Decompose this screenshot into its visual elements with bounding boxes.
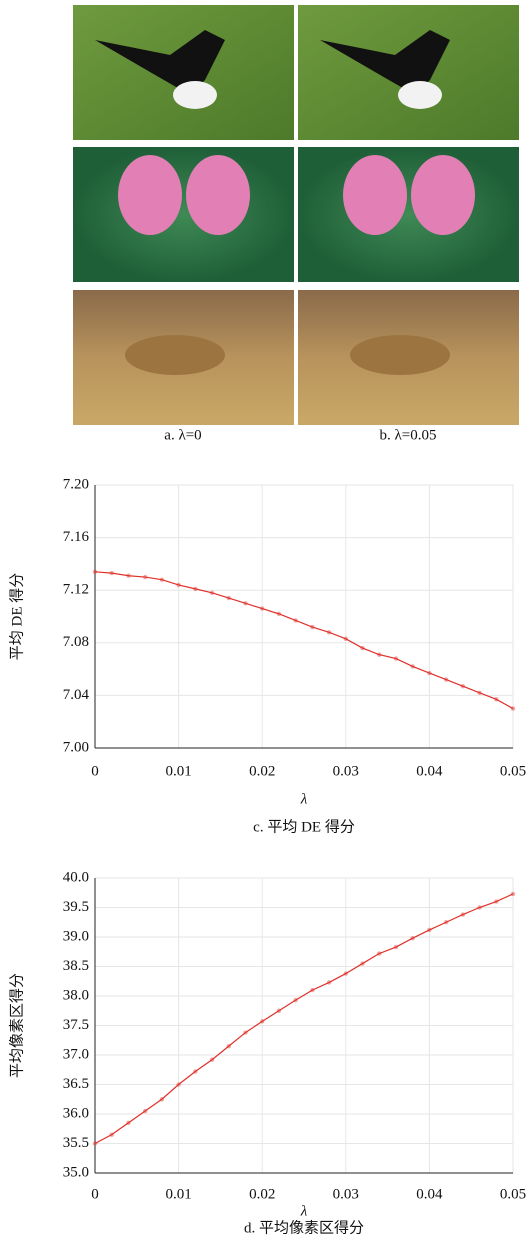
x-tick-label: 0.04 — [416, 763, 443, 779]
data-point — [477, 690, 482, 695]
data-point — [109, 1132, 114, 1137]
x-axis-label: λ — [300, 791, 308, 807]
photo-bird — [73, 5, 519, 140]
chart-caption: d. 平均像素区得分 — [244, 1219, 364, 1236]
data-point — [159, 1097, 165, 1102]
x-tick-label: 0.01 — [165, 763, 191, 779]
data-point — [443, 677, 449, 682]
data-point — [460, 683, 466, 689]
y-tick-label: 39.0 — [63, 928, 89, 944]
x-tick-label: 0 — [91, 763, 99, 779]
data-point — [226, 595, 231, 601]
y-tick-label: 35.5 — [63, 1135, 89, 1151]
data-point — [92, 1141, 98, 1146]
photo-grid: a. λ=0 b. λ=0.05 — [73, 5, 519, 443]
data-point — [126, 573, 131, 578]
data-point — [310, 624, 315, 630]
data-point — [193, 586, 198, 592]
data-point — [193, 1069, 198, 1074]
photo-lotus — [73, 147, 519, 282]
data-point — [142, 574, 148, 580]
data-point — [343, 971, 348, 976]
x-tick-label: 0.03 — [333, 763, 359, 779]
data-point — [159, 577, 165, 582]
data-point — [276, 1008, 282, 1013]
data-point — [243, 1030, 248, 1035]
y-tick-label: 37.5 — [63, 1017, 89, 1033]
y-tick-label: 35.0 — [63, 1164, 89, 1180]
y-tick-label: 38.0 — [63, 987, 89, 1003]
y-tick-label: 7.12 — [63, 582, 89, 598]
y-tick-label: 7.04 — [63, 687, 90, 703]
data-point — [510, 891, 516, 897]
data-point — [510, 706, 516, 711]
y-tick-label: 39.5 — [63, 899, 89, 915]
y-tick-label: 36.0 — [63, 1105, 89, 1121]
data-line — [94, 571, 514, 710]
data-point — [226, 1043, 231, 1049]
data-point — [92, 569, 98, 574]
data-point — [243, 601, 248, 606]
data-point — [142, 1108, 148, 1114]
data-point — [477, 905, 482, 910]
data-point — [310, 987, 315, 993]
data-point — [427, 670, 432, 676]
y-tick-label: 7.00 — [63, 739, 89, 755]
data-point — [494, 899, 499, 904]
data-point — [293, 618, 298, 623]
x-tick-label: 0.04 — [416, 1186, 443, 1202]
x-tick-label: 0.01 — [165, 1186, 191, 1202]
data-point — [377, 951, 382, 956]
data-point — [494, 697, 499, 702]
data-point — [410, 664, 415, 669]
x-axis-label: λ — [300, 1203, 308, 1219]
x-tick-label: 0.05 — [500, 1186, 526, 1202]
data-point — [343, 636, 348, 642]
data-point — [360, 961, 365, 966]
x-tick-label: 0.02 — [249, 1186, 275, 1202]
photo-caption: b. λ=0.05 — [380, 427, 437, 443]
x-tick-label: 0 — [91, 1186, 99, 1202]
data-point — [260, 1019, 265, 1024]
data-point — [293, 997, 298, 1003]
data-point — [109, 570, 114, 576]
data-point — [260, 606, 265, 611]
photo-caption: a. λ=0 — [164, 427, 201, 443]
data-point — [393, 656, 399, 661]
y-tick-label: 36.5 — [63, 1076, 89, 1092]
y-axis-label: 平均像素区得分 — [8, 973, 25, 1078]
x-tick-label: 0.05 — [500, 763, 526, 779]
x-tick-label: 0.03 — [333, 1186, 359, 1202]
data-point — [176, 1082, 181, 1087]
y-tick-label: 40.0 — [63, 869, 89, 885]
data-point — [393, 944, 399, 950]
y-tick-label: 7.16 — [63, 529, 90, 545]
y-tick-label: 7.20 — [63, 476, 89, 492]
data-point — [326, 980, 332, 985]
data-point — [377, 652, 382, 657]
chart-caption: c. 平均 DE 得分 — [253, 818, 355, 835]
data-line — [94, 893, 514, 1145]
photo-cheetah — [73, 290, 519, 425]
data-point — [443, 920, 449, 925]
data-point — [427, 927, 432, 933]
data-point — [360, 645, 365, 651]
data-point — [460, 912, 466, 917]
y-tick-label: 37.0 — [63, 1046, 89, 1062]
data-point — [209, 1057, 215, 1062]
y-axis-label: 平均 DE 得分 — [8, 573, 25, 661]
data-point — [209, 590, 215, 596]
data-point — [326, 630, 332, 635]
y-tick-label: 7.08 — [63, 634, 89, 650]
y-tick-label: 38.5 — [63, 958, 89, 974]
data-point — [410, 935, 415, 941]
data-point — [276, 611, 282, 617]
data-point — [176, 582, 181, 588]
x-tick-label: 0.02 — [249, 763, 275, 779]
data-point — [126, 1120, 131, 1126]
